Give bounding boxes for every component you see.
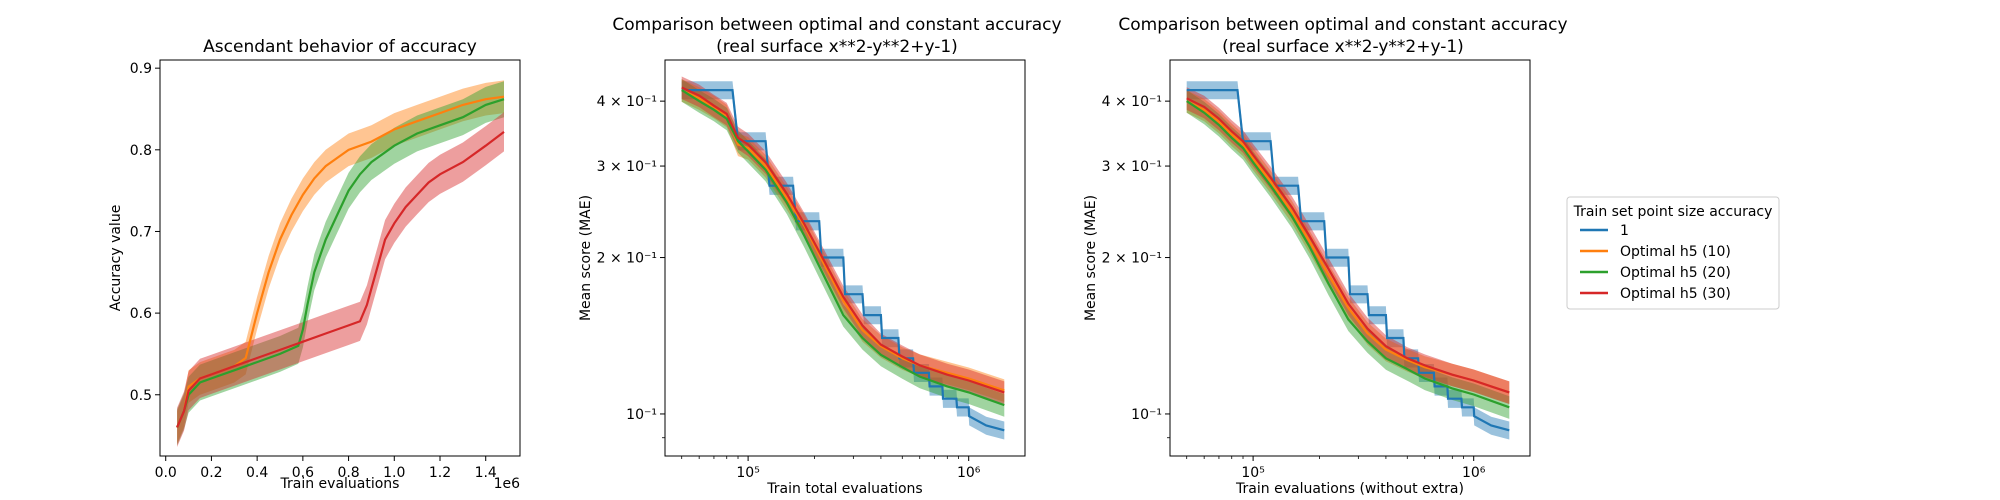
- legend-label: Optimal h5 (20): [1620, 265, 1731, 281]
- series-2-line: [681, 89, 1005, 407]
- y-tick-label: 10⁻¹: [1131, 407, 1162, 423]
- legend-label: 1: [1620, 223, 1629, 239]
- mae-evaluations-without-extra-chart: Comparison between optimal and constant …: [1083, 15, 1568, 497]
- series-2-confidence-band: [177, 112, 504, 448]
- x-tick-label: 0.8: [337, 465, 359, 481]
- y-tick-label: 0.7: [130, 224, 152, 240]
- chart-subtitle: (real surface x**2-y**2+y-1): [716, 37, 958, 57]
- chart-title: Ascendant behavior of accuracy: [203, 37, 477, 57]
- series-1-line: [176, 98, 505, 428]
- plot-area: [1186, 81, 1510, 440]
- x-axis-label: Train total evaluations: [766, 481, 922, 497]
- x-tick-label: 1.4: [475, 465, 497, 481]
- x-tick-label: 10⁵: [736, 465, 759, 481]
- series-0-confidence-band: [177, 80, 504, 444]
- series-1-confidence-band: [177, 81, 504, 446]
- series-3-line: [681, 86, 1005, 394]
- x-tick-label: 0.4: [246, 465, 268, 481]
- series-0-line: [1186, 88, 1510, 432]
- y-axis-label: Mean score (MAE): [578, 195, 594, 321]
- y-tick-label: 4 × 10⁻¹: [597, 94, 657, 110]
- x-tick-label: 1.0: [383, 465, 405, 481]
- x-tick-label: 10⁶: [1462, 465, 1486, 481]
- x-tick-label: 0.2: [200, 465, 222, 481]
- y-tick-label: 2 × 10⁻¹: [597, 251, 657, 267]
- plot-area: [681, 76, 1005, 440]
- series-1-confidence-band: [1186, 90, 1510, 404]
- plot-area: [176, 80, 505, 448]
- series-0-line: [681, 88, 1005, 432]
- x-axis-label: Train evaluations: [280, 476, 400, 492]
- legend-items: 1 Optimal h5 (10) Optimal h5 (20) Optimal h…: [1580, 223, 1731, 302]
- y-tick-label: 0.6: [130, 306, 152, 322]
- y-tick-label: 0.9: [130, 61, 152, 77]
- legend: Train set point size accuracy 1 Optimal h…: [1566, 196, 1780, 310]
- y-tick-label: 0.8: [130, 143, 152, 159]
- legend-title: Train set point size accuracy: [1573, 204, 1773, 220]
- series-3-line: [1186, 97, 1510, 394]
- x-tick-label: 10⁵: [1241, 465, 1264, 481]
- y-tick-label: 3 × 10⁻¹: [597, 159, 657, 175]
- legend-label: Optimal h5 (30): [1620, 286, 1731, 302]
- x-tick-label: 0.6: [292, 465, 314, 481]
- y-axis-label: Accuracy value: [108, 205, 124, 312]
- accuracy-chart: Ascendant behavior of accuracy Train eva…: [108, 37, 521, 492]
- chart-title: Comparison between optimal and constant …: [1118, 15, 1567, 35]
- x-tick-label: 1.2: [429, 465, 451, 481]
- legend-box: [1566, 196, 1780, 310]
- chart-subtitle: (real surface x**2-y**2+y-1): [1222, 37, 1464, 57]
- y-axis-label: Mean score (MAE): [1083, 195, 1099, 321]
- mae-total-evaluations-chart: Comparison between optimal and constant …: [578, 15, 1062, 497]
- y-tick-label: 3 × 10⁻¹: [1102, 159, 1162, 175]
- series-3-confidence-band: [1186, 87, 1510, 405]
- y-tick-label: 2 × 10⁻¹: [1102, 251, 1162, 267]
- y-tick-label: 4 × 10⁻¹: [1102, 94, 1162, 110]
- axes-frame: [159, 59, 521, 457]
- x-tick-label: 10⁶: [957, 465, 981, 481]
- y-tick-label: 0.5: [130, 388, 152, 404]
- x-axis-label: Train evaluations (without extra): [1235, 481, 1464, 497]
- series-2-line: [1186, 100, 1510, 409]
- y-tick-label: 10⁻¹: [626, 407, 657, 423]
- series-2-line: [176, 131, 505, 428]
- legend-label: Optimal h5 (10): [1620, 244, 1731, 260]
- x-axis-offset-label: 1e6: [494, 476, 521, 492]
- chart-title: Comparison between optimal and constant …: [612, 15, 1061, 35]
- x-tick-label: 0.0: [155, 465, 177, 481]
